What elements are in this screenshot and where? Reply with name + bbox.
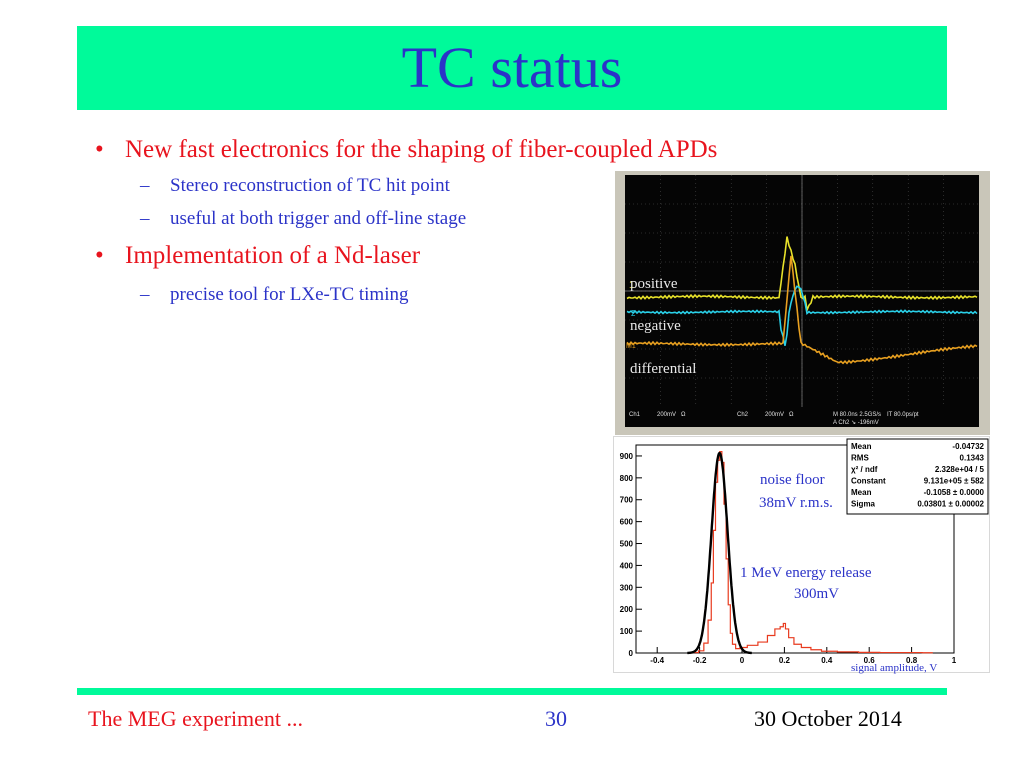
stats-label: χ² / ndf bbox=[851, 465, 878, 474]
m1-marker: M1 bbox=[626, 343, 636, 350]
oscilloscope-screen: 1 2 M1 positive negative differential Ch… bbox=[625, 175, 979, 427]
annotation-noise-floor: noise floor bbox=[760, 472, 825, 488]
title-bar: TC status bbox=[77, 26, 947, 110]
y-tick-label: 900 bbox=[620, 452, 634, 461]
label-negative: negative bbox=[630, 318, 681, 334]
footer-date: 30 October 2014 bbox=[754, 706, 902, 731]
page-number: 30 bbox=[545, 706, 567, 731]
gaussian-fit bbox=[687, 451, 752, 655]
bullet-dot: • bbox=[95, 136, 104, 163]
bullet-laser: • Implementation of a Nd-laser bbox=[95, 242, 421, 270]
sub-dash: – bbox=[140, 284, 150, 305]
sub-dash: – bbox=[140, 208, 150, 229]
label-positive: positive bbox=[630, 276, 678, 292]
y-axis-ticks: 0 100 200 300 400 500 600 700 800 900 bbox=[620, 452, 642, 658]
bullet-text: New fast electronics for the shaping of … bbox=[125, 136, 718, 163]
stats-value: -0.1058 ± 0.0000 bbox=[924, 488, 985, 497]
y-tick-label: 200 bbox=[620, 605, 634, 614]
stats-label: Constant bbox=[851, 477, 886, 486]
stats-value: 0.03801 ± 0.00002 bbox=[917, 500, 984, 509]
ch1-marker: 1 bbox=[629, 280, 635, 291]
status-ch1-ohm: Ω bbox=[681, 412, 686, 418]
histogram-plot: 0 100 200 300 400 500 600 700 800 900 -0.4 -0.2 0 0.… bbox=[613, 436, 990, 674]
stats-box bbox=[846, 438, 989, 515]
stats-value: 9.131e+05 ± 582 bbox=[924, 477, 985, 486]
ch2-marker: 2 bbox=[631, 309, 636, 318]
bullet-text: Implementation of a Nd-laser bbox=[125, 242, 421, 269]
y-tick-label: 500 bbox=[620, 540, 634, 549]
x-axis-label: signal amplitude, V bbox=[851, 662, 937, 674]
stats-rows: Mean -0.04732 RMS 0.1343 χ² / ndf 2.328e+04 /… bbox=[851, 442, 985, 509]
sub-bullet-text: useful at both trigger and off-line stag… bbox=[170, 208, 467, 229]
status-trigger: A Ch2 ↘ -196mV bbox=[833, 420, 879, 426]
stats-label: Mean bbox=[851, 488, 872, 497]
oscilloscope-screenshot: 1 2 M1 positive negative differential Ch… bbox=[615, 171, 990, 435]
sub-bullet-stereo: – Stereo reconstruction of TC hit point bbox=[140, 175, 450, 197]
stats-label: Sigma bbox=[851, 500, 876, 509]
x-tick-label: 0.8 bbox=[906, 656, 918, 665]
x-tick-label: 0.6 bbox=[864, 656, 876, 665]
stats-label: Mean bbox=[851, 442, 872, 451]
trace-differential bbox=[626, 255, 978, 365]
annotation-energy: 1 MeV energy release bbox=[740, 565, 872, 581]
trace-positive bbox=[626, 236, 978, 314]
status-ch2-scale: 200mV bbox=[765, 412, 784, 418]
label-differential: differential bbox=[630, 361, 696, 377]
bullet-dot: • bbox=[95, 242, 104, 269]
x-tick-label: 0.2 bbox=[779, 656, 791, 665]
sub-bullet-text: precise tool for LXe-TC timing bbox=[170, 284, 409, 305]
annotation-noise-rms: 38mV r.m.s. bbox=[759, 495, 833, 511]
sub-dash: – bbox=[140, 175, 150, 196]
x-tick-label: 0.4 bbox=[821, 656, 833, 665]
status-ch2: Ch2 bbox=[737, 412, 749, 418]
y-tick-label: 400 bbox=[620, 561, 634, 570]
sub-bullet-text: Stereo reconstruction of TC hit point bbox=[170, 175, 450, 196]
x-tick-label: -0.2 bbox=[693, 656, 707, 665]
y-tick-label: 100 bbox=[620, 627, 634, 636]
footer-title: The MEG experiment ... bbox=[88, 706, 304, 731]
status-sampling: IT 80.0ps/pt bbox=[887, 412, 919, 418]
sub-bullet-timing: – precise tool for LXe-TC timing bbox=[140, 284, 409, 306]
sub-bullet-trigger: – useful at both trigger and off-line st… bbox=[140, 208, 467, 230]
stats-value: 0.1343 bbox=[960, 454, 985, 463]
scope-status-line: Ch1 200mV Ω Ch2 200mV Ω M 80.0ns 2.5GS/s… bbox=[629, 412, 919, 426]
annotation-energy-value: 300mV bbox=[794, 586, 839, 602]
stats-value: -0.04732 bbox=[952, 442, 984, 451]
x-tick-label: -0.4 bbox=[650, 656, 664, 665]
stats-label: RMS bbox=[851, 454, 869, 463]
y-tick-label: 300 bbox=[620, 583, 634, 592]
y-tick-label: 600 bbox=[620, 518, 634, 527]
footer-divider bbox=[77, 688, 947, 695]
y-tick-label: 800 bbox=[620, 474, 634, 483]
status-ch1: Ch1 bbox=[629, 412, 641, 418]
y-tick-label: 0 bbox=[629, 649, 634, 658]
trace-negative bbox=[626, 285, 978, 346]
y-tick-label: 700 bbox=[620, 496, 634, 505]
histogram-svg: 0 100 200 300 400 500 600 700 800 900 -0.4 -0.2 0 0.… bbox=[620, 438, 989, 674]
bullet-electronics: • New fast electronics for the shaping o… bbox=[95, 136, 718, 164]
x-tick-label: 0 bbox=[740, 656, 745, 665]
status-timebase: M 80.0ns 2.5GS/s bbox=[833, 412, 881, 418]
stats-value: 2.328e+04 / 5 bbox=[935, 465, 985, 474]
status-ch1-scale: 200mV bbox=[657, 412, 676, 418]
status-ch2-ohm: Ω bbox=[789, 412, 794, 418]
slide-title: TC status bbox=[401, 35, 623, 100]
x-tick-label: 1 bbox=[952, 656, 957, 665]
